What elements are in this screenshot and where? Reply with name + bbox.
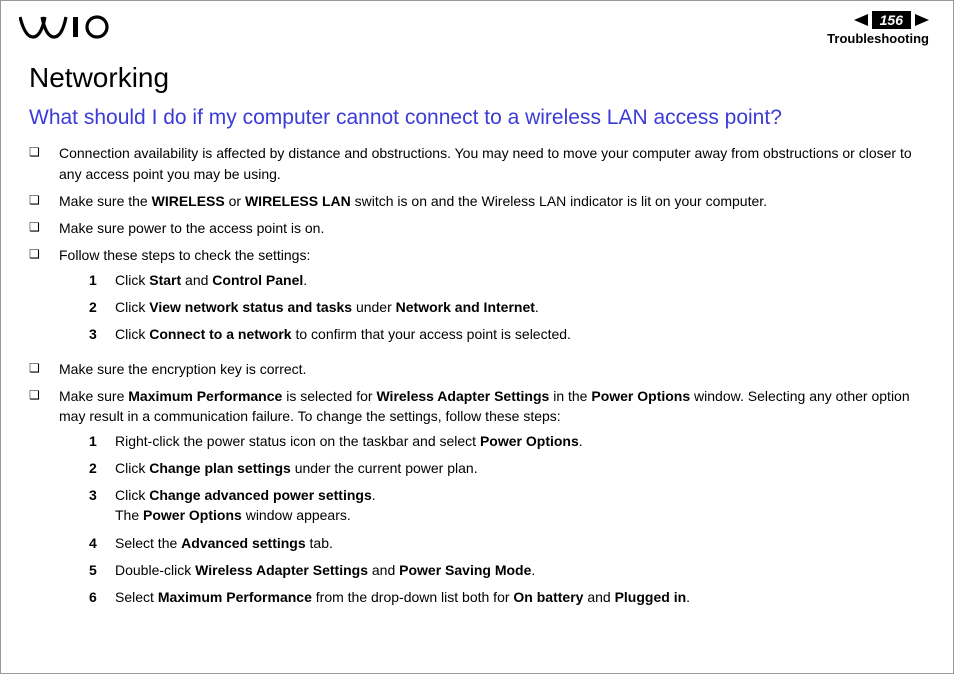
bullet-item: ❑Connection availability is affected by … <box>29 143 925 184</box>
numbered-item: 3Click Connect to a network to confirm t… <box>89 324 925 344</box>
heading-2: What should I do if my computer cannot c… <box>29 104 925 131</box>
bullet-text: Make sure the encryption key is correct. <box>59 359 925 379</box>
bullet-marker-icon: ❑ <box>29 143 59 161</box>
numbered-item: 1Right-click the power status icon on th… <box>89 431 925 451</box>
bullet-item: ❑Make sure Maximum Performance is select… <box>29 386 925 615</box>
page-container: 156 Troubleshooting Networking What shou… <box>1 1 953 632</box>
section-label: Troubleshooting <box>827 31 929 46</box>
step-number: 3 <box>89 485 115 505</box>
step-number: 6 <box>89 587 115 607</box>
page-number: 156 <box>872 11 911 29</box>
numbered-item: 3Click Change advanced power settings.Th… <box>89 485 925 526</box>
step-text: Click Change plan settings under the cur… <box>115 458 925 478</box>
bullet-text: Follow these steps to check the settings… <box>59 245 925 265</box>
numbered-item: 1Click Start and Control Panel. <box>89 270 925 290</box>
heading-1: Networking <box>29 62 925 94</box>
step-number: 2 <box>89 297 115 317</box>
numbered-item: 5Double-click Wireless Adapter Settings … <box>89 560 925 580</box>
numbered-list: 1Click Start and Control Panel.2Click Vi… <box>59 270 925 345</box>
page-header: 156 Troubleshooting <box>19 11 935 46</box>
step-text: Double-click Wireless Adapter Settings a… <box>115 560 925 580</box>
bullet-text: Make sure the WIRELESS or WIRELESS LAN s… <box>59 191 925 211</box>
step-number: 4 <box>89 533 115 553</box>
next-page-arrow-icon[interactable] <box>915 14 929 26</box>
bullet-marker-icon: ❑ <box>29 359 59 377</box>
bullet-item: ❑Make sure power to the access point is … <box>29 218 925 238</box>
bullet-marker-icon: ❑ <box>29 218 59 236</box>
bullet-text: Connection availability is affected by d… <box>59 143 925 184</box>
bullet-marker-icon: ❑ <box>29 245 59 263</box>
step-text: Right-click the power status icon on the… <box>115 431 925 451</box>
page-content: Networking What should I do if my comput… <box>19 62 935 615</box>
numbered-item: 4Select the Advanced settings tab. <box>89 533 925 553</box>
vaio-logo <box>19 11 115 41</box>
step-number: 5 <box>89 560 115 580</box>
step-number: 3 <box>89 324 115 344</box>
bullet-list: ❑Connection availability is affected by … <box>29 143 925 614</box>
bullet-item: ❑Follow these steps to check the setting… <box>29 245 925 351</box>
numbered-item: 6Select Maximum Performance from the dro… <box>89 587 925 607</box>
bullet-marker-icon: ❑ <box>29 191 59 209</box>
numbered-list: 1Right-click the power status icon on th… <box>59 431 925 608</box>
page-nav: 156 Troubleshooting <box>827 11 929 46</box>
prev-page-arrow-icon[interactable] <box>854 14 868 26</box>
bullet-text: Make sure power to the access point is o… <box>59 218 925 238</box>
step-text: Select Maximum Performance from the drop… <box>115 587 925 607</box>
bullet-item: ❑Make sure the WIRELESS or WIRELESS LAN … <box>29 191 925 211</box>
step-text: Click Start and Control Panel. <box>115 270 925 290</box>
numbered-item: 2Click View network status and tasks und… <box>89 297 925 317</box>
bullet-text: Make sure Maximum Performance is selecte… <box>59 386 925 427</box>
numbered-item: 2Click Change plan settings under the cu… <box>89 458 925 478</box>
step-text: Click View network status and tasks unde… <box>115 297 925 317</box>
step-text: Click Change advanced power settings.The… <box>115 485 925 526</box>
bullet-marker-icon: ❑ <box>29 386 59 404</box>
step-number: 1 <box>89 431 115 451</box>
step-number: 2 <box>89 458 115 478</box>
step-number: 1 <box>89 270 115 290</box>
bullet-item: ❑Make sure the encryption key is correct… <box>29 359 925 379</box>
step-text: Select the Advanced settings tab. <box>115 533 925 553</box>
step-text: Click Connect to a network to confirm th… <box>115 324 925 344</box>
